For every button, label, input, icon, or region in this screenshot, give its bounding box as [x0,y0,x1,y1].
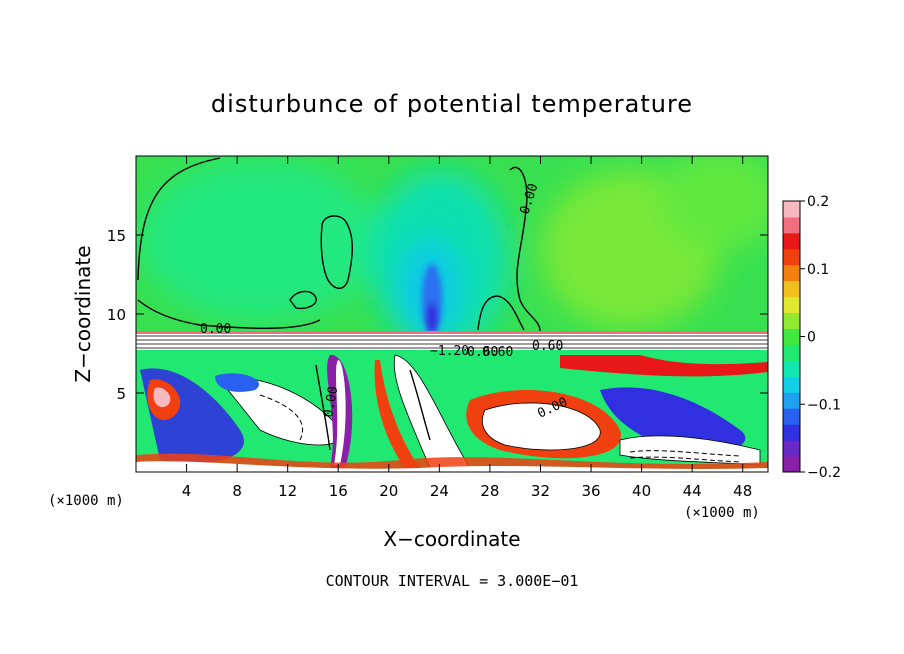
colorbar-segment [783,424,800,441]
x-tick-label: 8 [232,482,242,500]
contour-interval-note: CONTOUR INTERVAL = 3.000E−01 [325,572,579,590]
upper-field [136,156,768,333]
chart-title: disturbunce of potential temperature [211,90,693,118]
x-tick-label: 36 [581,482,600,500]
colorbar-segment [783,312,800,330]
dashed-contours [259,394,741,463]
colorbar-segment [783,280,800,298]
contour-label: 0.00 [200,322,231,337]
colorbar-segment [783,360,800,377]
colorbar-segment [783,248,800,266]
contour-lines [137,157,541,451]
colorbar-tick-label: 0.2 [807,194,829,210]
x-tick-label: 12 [278,482,297,500]
x-unit-right: (×1000 m) [684,505,760,521]
contour-label: 0.60 [532,339,563,354]
x-tick-label: 28 [480,482,499,500]
colorbar-tick-label: −0.2 [807,465,841,481]
x-tick-label: 4 [182,482,192,500]
x-axis-ticks: 4 8 12 16 20 24 28 32 36 40 44 48 [182,156,752,500]
contour-label: −1.20 [430,344,469,359]
x-tick-label: 16 [329,482,348,500]
colorbar-segment [783,344,800,361]
x-tick-label: 44 [683,482,702,500]
x-tick-label: 20 [379,482,398,500]
colorbar-tick-label: −0.1 [807,397,841,413]
y-tick-label: 15 [107,227,126,245]
lower-field [136,350,768,472]
colorbar-segment [783,296,800,314]
colorbar-segment [783,440,800,457]
colorbar-segment [783,376,800,393]
contour-label: 0.00 [321,385,341,418]
colorbar-segment [783,216,800,234]
x-tick-label: 32 [531,482,550,500]
x-tick-label: 24 [430,482,449,500]
colorbar-segment [783,232,800,250]
colorbar-tick-label: 0.1 [807,262,829,278]
y-tick-label: 5 [116,385,126,403]
contour-label: 0.60 [482,345,513,360]
inversion-band [136,331,768,352]
x-unit-left: (×1000 m) [48,493,124,509]
y-axis-label: Z−coordinate [71,245,95,382]
x-axis-label: X−coordinate [383,527,520,551]
x-tick-label: 40 [632,482,651,500]
x-tick-label: 48 [733,482,752,500]
colorbar-segment [783,456,800,473]
colorbar-segment [783,392,800,409]
contour-labels: 0.00 0.00 0.00 0.00 −1.20 0.60 0.60 0.60 [200,182,570,422]
colorbar-segment [783,264,800,282]
y-tick-label: 10 [107,306,126,324]
colorbar-segment [783,201,800,218]
colorbar-segment [783,408,800,425]
colorbar-tick-label: 0 [807,330,816,346]
contour-label: 0.60 [467,345,498,360]
colorbar-segment [783,328,800,345]
colorbar: 0.2 0.1 0 −0.1 −0.2 [782,194,841,481]
y-axis-ticks: 5 10 15 [107,227,768,403]
